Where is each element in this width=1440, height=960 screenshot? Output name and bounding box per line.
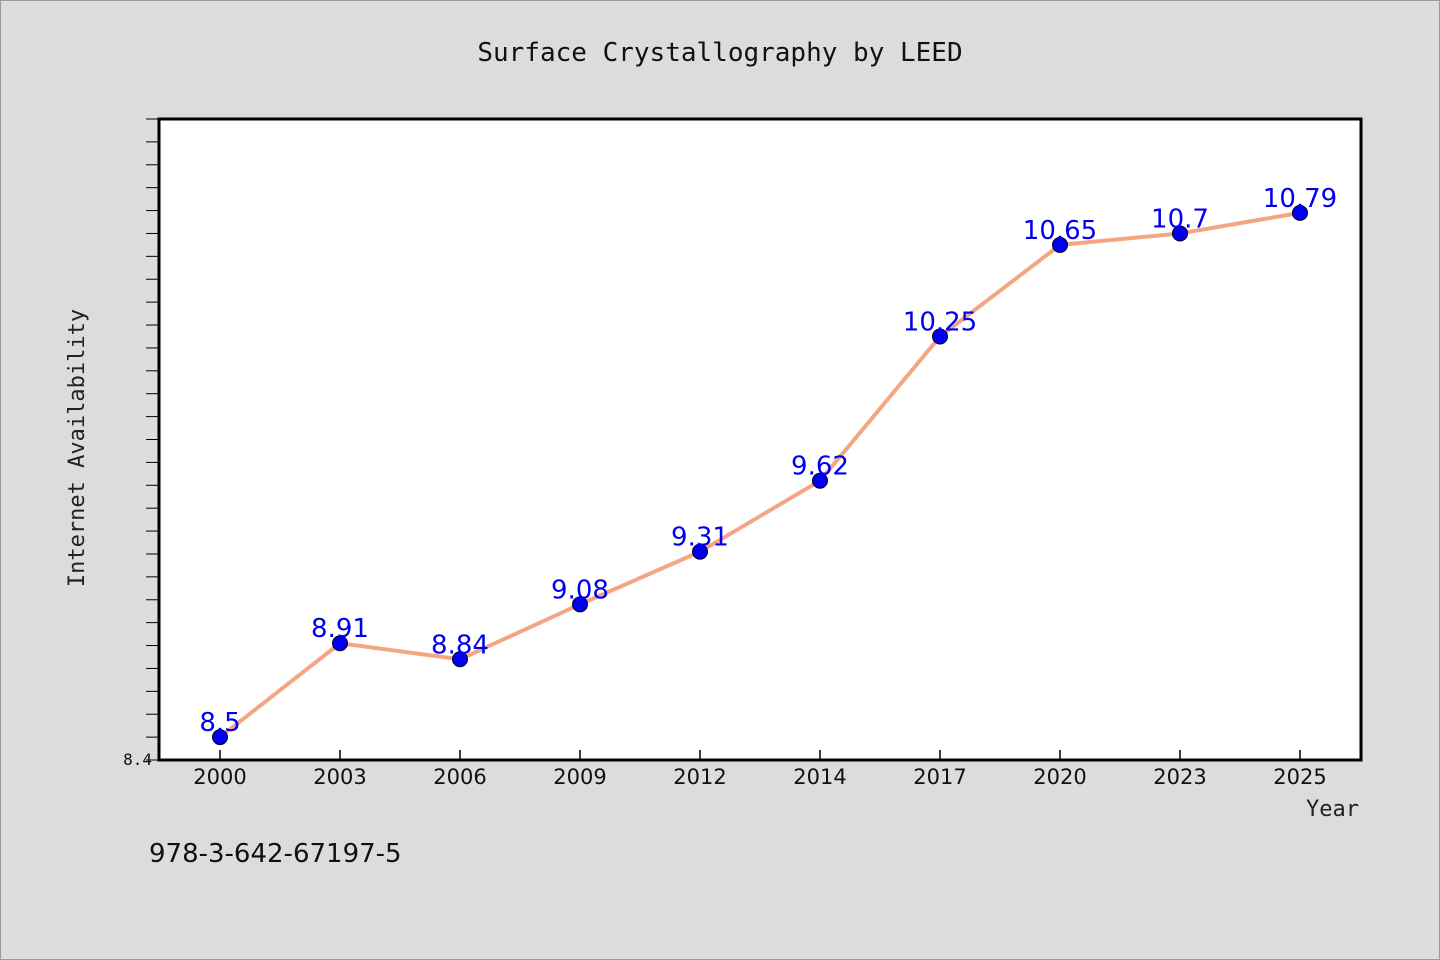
x-tick-label: 2012 bbox=[673, 765, 726, 789]
x-axis-ticks: 2000 2003 2006 2009 2012 2014 2017 2020 2023 2025 bbox=[193, 750, 1327, 789]
data-label: 9.08 bbox=[551, 575, 609, 605]
data-labels: 8.5 8.91 8.84 9.08 9.31 9.62 10.25 10.65 10.7 10.… bbox=[199, 184, 1337, 738]
data-label: 8.5 bbox=[199, 708, 240, 738]
data-point bbox=[572, 596, 588, 613]
x-tick-label: 2003 bbox=[313, 765, 366, 789]
data-label: 10.25 bbox=[903, 307, 977, 337]
series-layer bbox=[212, 204, 1308, 746]
x-tick-label: 2000 bbox=[193, 765, 246, 789]
x-tick-label: 2020 bbox=[1033, 765, 1086, 789]
data-label: 9.62 bbox=[791, 452, 849, 482]
data-label: 8.84 bbox=[431, 630, 489, 660]
data-label: 10.79 bbox=[1263, 184, 1337, 214]
data-point bbox=[1172, 225, 1188, 242]
data-label: 10.65 bbox=[1023, 216, 1097, 246]
y-tick-label: 8.4 bbox=[123, 750, 152, 769]
x-tick-label: 2006 bbox=[433, 765, 486, 789]
x-tick-label: 2017 bbox=[913, 765, 966, 789]
data-label: 10.7 bbox=[1151, 204, 1209, 234]
chart-title: Surface Crystallography by LEED bbox=[477, 38, 962, 68]
series-line bbox=[218, 210, 1301, 739]
plot-area bbox=[157, 117, 1363, 762]
data-point bbox=[1052, 236, 1068, 253]
data-point bbox=[1292, 204, 1308, 221]
data-label: 8.91 bbox=[311, 614, 369, 644]
x-tick-label: 2014 bbox=[793, 765, 846, 789]
data-point bbox=[332, 635, 348, 652]
y-axis-label: Internet Availability bbox=[65, 309, 90, 587]
data-point bbox=[452, 651, 468, 668]
data-label: 9.31 bbox=[671, 523, 729, 553]
x-tick-label: 2025 bbox=[1273, 765, 1326, 789]
data-point bbox=[212, 729, 228, 746]
data-point bbox=[812, 472, 828, 489]
footnote: 978-3-642-67197-5 bbox=[149, 839, 402, 869]
x-tick-label: 2009 bbox=[553, 765, 606, 789]
x-axis-label: Year bbox=[1306, 797, 1359, 822]
data-point bbox=[932, 328, 948, 345]
y-axis-ticks: 8.4 bbox=[123, 118, 159, 769]
x-tick-label: 2023 bbox=[1153, 765, 1206, 789]
data-point bbox=[692, 543, 708, 560]
